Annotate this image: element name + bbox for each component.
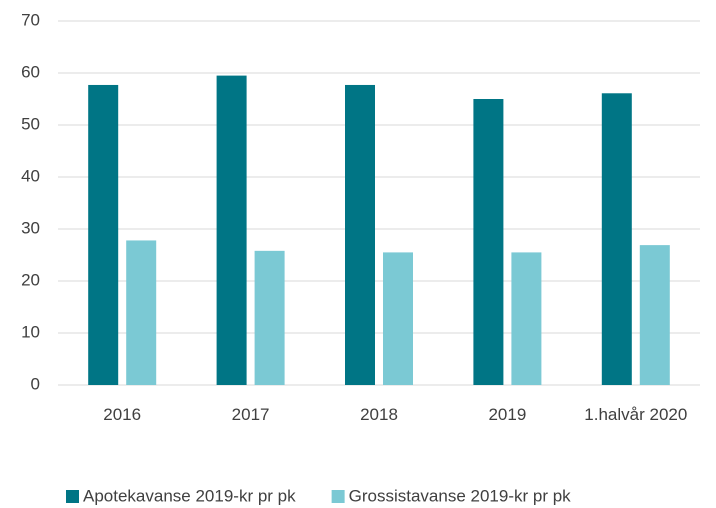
- y-tick-label: 40: [21, 166, 40, 185]
- y-tick-label: 30: [21, 218, 40, 237]
- bar: [383, 252, 413, 385]
- y-tick-label: 0: [31, 374, 40, 393]
- x-tick-label: 2018: [360, 405, 398, 424]
- x-tick-label: 2017: [231, 405, 270, 424]
- bar: [601, 93, 632, 385]
- legend-swatch: [331, 490, 345, 503]
- bar: [254, 250, 285, 385]
- x-tick-label: 2019: [488, 405, 527, 424]
- bar: [473, 99, 504, 385]
- legend-label: Grossistavanse 2019-kr pr pk: [349, 486, 572, 505]
- y-tick-label: 20: [21, 270, 40, 289]
- bar: [345, 84, 375, 386]
- y-tick-label: 50: [21, 114, 40, 133]
- bar: [126, 240, 157, 385]
- bar: [216, 75, 247, 385]
- x-tick-label: 2016: [103, 405, 142, 424]
- y-tick-label: 10: [21, 322, 40, 341]
- y-tick-label: 60: [21, 62, 40, 81]
- y-tick-label: 70: [21, 10, 40, 29]
- bar: [88, 84, 119, 386]
- legend-swatch: [66, 490, 79, 503]
- x-tick-label: 1.halvår 2020: [584, 405, 688, 424]
- legend-label: Apotekavanse 2019-kr pr pk: [83, 486, 296, 505]
- bar: [639, 245, 670, 385]
- bar: [511, 252, 542, 385]
